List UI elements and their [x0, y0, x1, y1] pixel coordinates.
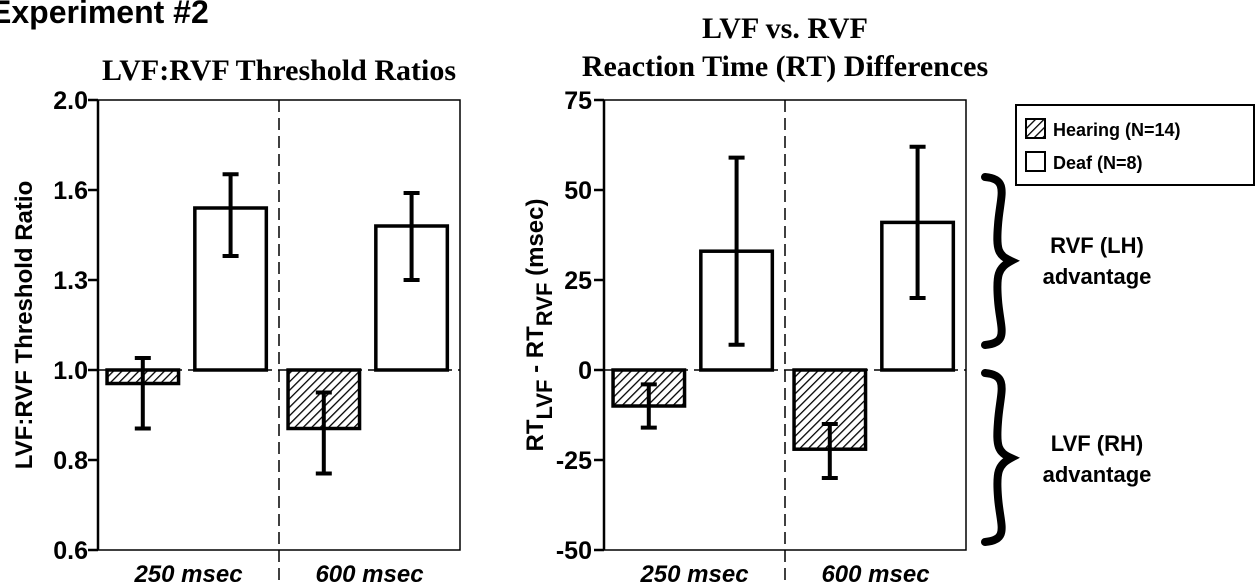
upper-annotation-line2: advantage [1043, 264, 1152, 289]
y-tick-label: 0.6 [53, 537, 88, 565]
y-tick-label: 1.0 [53, 357, 88, 385]
lower-annotation-line1: LVF (RH) [1051, 431, 1143, 456]
lower-annotation-line2: advantage [1043, 462, 1152, 487]
legend-swatch-hearing [1025, 118, 1046, 139]
category-label: 250 msec [639, 561, 748, 586]
legend: Hearing (N=14) Deaf (N=8) [1015, 104, 1255, 186]
y-tick-label: 1.6 [53, 177, 88, 205]
chart-title: LVF:RVF Threshold Ratios [102, 54, 456, 87]
upper-annotation-line1: RVF (LH) [1050, 233, 1144, 258]
y-tick-label: 25 [564, 267, 592, 295]
chart-1: LVF:RVF Threshold Ratios 0.6 0.8 1.0 1.3 1.6 2… [11, 54, 461, 586]
y-axis-label: LVF:RVF Threshold Ratio [11, 181, 38, 469]
y-tick-label: 50 [564, 177, 592, 205]
y-tick-label: 0.8 [53, 447, 88, 475]
y-tick-label: 1.3 [53, 267, 88, 295]
upper-brace-icon [981, 173, 1020, 349]
chart-2: LVF vs. RVF Reaction Time (RT) Difference… [522, 12, 988, 586]
y-tick-label: 0 [578, 357, 592, 385]
category-label: 600 msec [315, 561, 423, 586]
chart-title: Reaction Time (RT) Differences [582, 50, 988, 83]
legend-swatch-deaf [1025, 151, 1046, 172]
legend-label-hearing: Hearing (N=14) [1053, 120, 1181, 140]
y-axis-label: RTLVF - RTRVF (msec) [522, 199, 557, 452]
category-label: 600 msec [821, 561, 929, 586]
y-tick-label: -50 [556, 537, 592, 565]
y-tick-label: -25 [556, 447, 592, 475]
lower-brace-icon [981, 369, 1020, 546]
legend-box [1015, 104, 1255, 186]
chart-title: LVF vs. RVF [702, 12, 868, 45]
page-title: Experiment #2 [0, 0, 209, 30]
y-tick-label: 75 [564, 87, 592, 115]
y-tick-label: 2.0 [53, 87, 88, 115]
category-label: 250 msec [133, 561, 242, 586]
legend-label-deaf: Deaf (N=8) [1053, 153, 1143, 173]
